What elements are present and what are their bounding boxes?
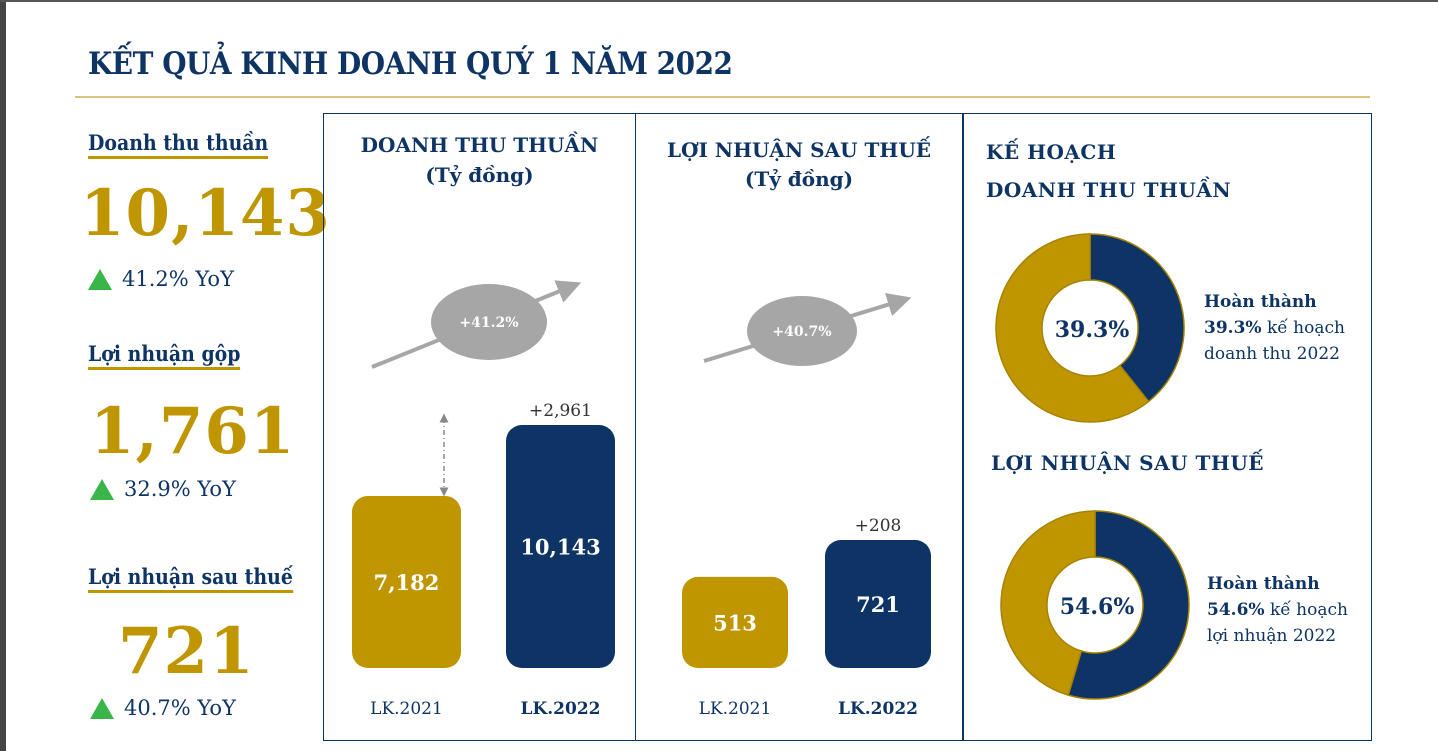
category-label: LK.2021 — [370, 699, 443, 719]
title-divider — [75, 96, 1370, 98]
donut-center-label: 39.3% — [1055, 317, 1130, 343]
bar-value-label: 10,143 — [520, 535, 600, 560]
donut-completed-slice — [1089, 233, 1185, 403]
donut-remaining-slice — [1000, 510, 1096, 697]
up-triangle-icon — [90, 697, 114, 719]
category-label: LK.2021 — [699, 699, 772, 719]
window-top-edge — [0, 0, 1438, 2]
donut-center-label: 54.6% — [1060, 594, 1135, 620]
growth-label: +40.7% — [772, 324, 831, 340]
plan-panel: KẾ HOẠCH DOANH THU THUẦN LỢI NHUẬN SAU T… — [963, 113, 1372, 741]
bar-value-label: 7,182 — [374, 570, 440, 595]
kpi-revenue-label: Doanh thu thuần — [88, 130, 269, 159]
up-triangle-icon — [90, 478, 114, 500]
kpi-gross-profit-yoy-text: 32.9% YoY — [124, 477, 236, 501]
revenue-chart-unit: (Tỷ đồng) — [425, 163, 534, 187]
donut-completed-slice — [1067, 510, 1190, 700]
kpi-gross-profit-value: 1,761 — [90, 394, 296, 469]
kpi-revenue-yoy-text: 41.2% YoY — [122, 267, 234, 291]
kpi-gross-profit-label: Lợi nhuận gộp — [88, 341, 241, 370]
note-line3: lợi nhuận 2022 — [1207, 626, 1337, 646]
growth-bubble — [747, 296, 857, 366]
net-profit-chart-panel: LỢI NHUẬN SAU THUẾ (Tỷ đồng) — [635, 113, 963, 741]
note-rest: kế hoạch — [1264, 600, 1348, 620]
net-profit-chart-title: LỢI NHUẬN SAU THUẾ — [666, 138, 931, 162]
up-triangle-icon — [88, 268, 112, 290]
kpi-net-profit-yoy-text: 40.7% YoY — [124, 696, 236, 720]
kpi-revenue-yoy: 41.2% YoY — [88, 267, 234, 291]
window-edge — [0, 0, 6, 751]
revenue-chart-title: DOANH THU THUẦN — [360, 133, 599, 157]
kpi-revenue-value: 10,143 — [80, 176, 331, 251]
note-pct: 54.6% — [1207, 600, 1265, 620]
note-bold: Hoàn thành — [1207, 574, 1320, 594]
note-pct: 39.3% — [1204, 318, 1262, 338]
category-label: LK.2022 — [838, 699, 918, 719]
plan-profit-note: Hoàn thành 54.6% kế hoạch lợi nhuận 2022 — [1207, 571, 1348, 649]
kpi-net-profit-value: 721 — [118, 614, 255, 689]
bar-LK.2022 — [825, 540, 931, 668]
note-bold: Hoàn thành — [1204, 292, 1317, 312]
note-line3: doanh thu 2022 — [1204, 344, 1340, 364]
note-rest: kế hoạch — [1261, 318, 1345, 338]
change-label: +208 — [855, 516, 902, 536]
donut-remaining-slice — [995, 233, 1150, 423]
plan-revenue-note: Hoàn thành 39.3% kế hoạch doanh thu 2022 — [1204, 289, 1345, 367]
plan-revenue-title: DOANH THU THUẦN — [986, 178, 1232, 202]
category-label: LK.2022 — [521, 699, 601, 719]
net-profit-chart-unit: (Tỷ đồng) — [744, 167, 854, 191]
page-title: KẾT QUẢ KINH DOANH QUÝ 1 NĂM 2022 — [88, 46, 733, 82]
kpi-gross-profit-yoy: 32.9% YoY — [90, 477, 236, 501]
kpi-net-profit-yoy: 40.7% YoY — [90, 696, 236, 720]
bar-value-label: 721 — [856, 592, 900, 617]
growth-label: +41.2% — [459, 315, 518, 331]
bar-LK.2021 — [352, 495, 461, 668]
change-label: +2,961 — [529, 401, 592, 421]
bar-LK.2022 — [506, 425, 615, 668]
bar-value-label: 513 — [713, 610, 757, 635]
kpi-net-profit-label: Lợi nhuận sau thuế — [88, 564, 293, 593]
bar-LK.2021 — [682, 576, 788, 668]
plan-profit-title: LỢI NHUẬN SAU THUẾ — [991, 451, 1265, 475]
plan-title: KẾ HOẠCH — [986, 140, 1117, 164]
growth-bubble — [431, 284, 547, 360]
